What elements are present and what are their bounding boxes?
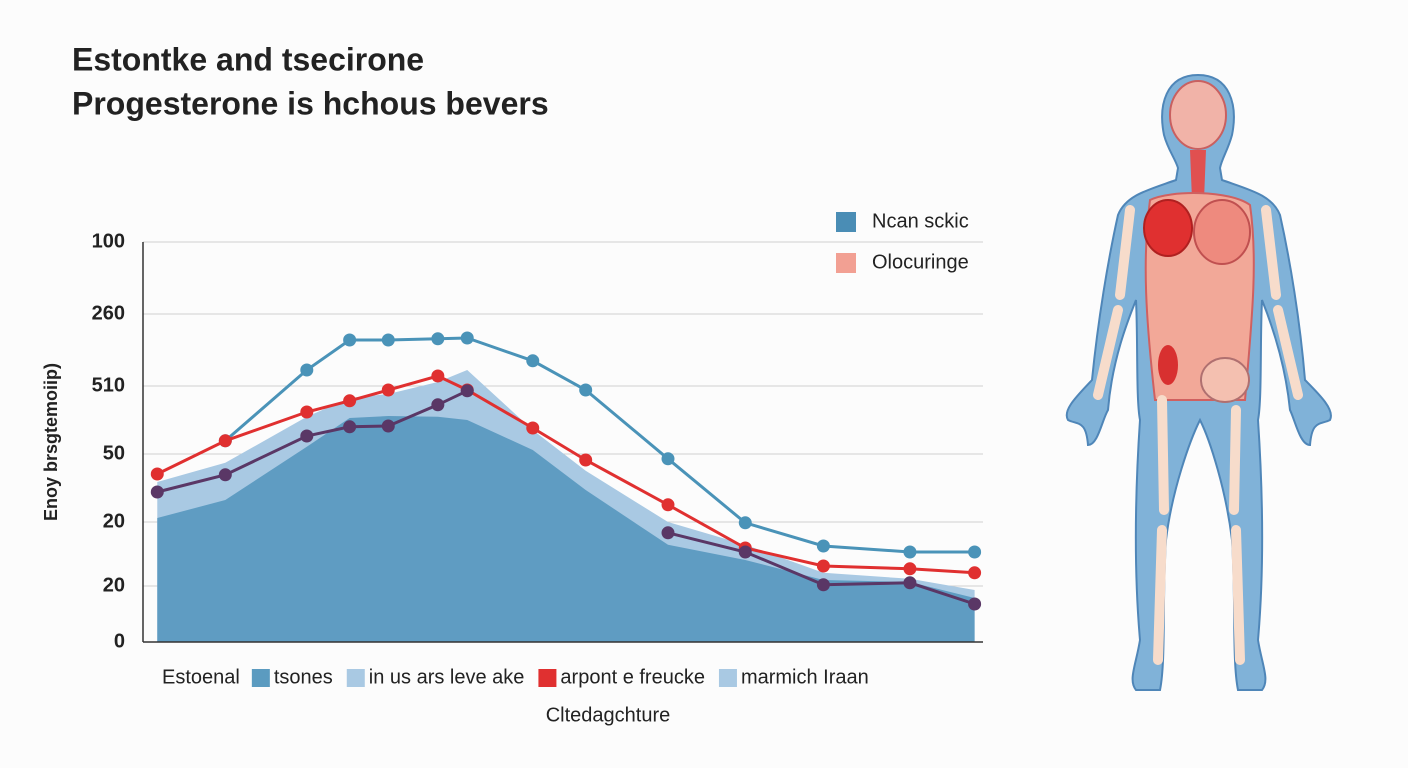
point [968,597,982,611]
point [300,405,314,419]
point [343,394,357,408]
legend-label: arpont e freucke [560,666,705,688]
legend-label: Olocuringe [872,251,969,273]
legend-swatch [718,669,737,687]
point [526,421,540,435]
y-tick-label: 0 [114,630,125,652]
plot-area: 0 20 20 50 510 260 100 Ncan sckic Olocuringe Esto… [92,210,983,688]
legend-label: tsones [274,666,333,688]
y-tick-label: 20 [103,574,125,596]
point [968,566,982,580]
legend-swatch [836,212,856,232]
point [903,562,917,576]
point [661,498,675,512]
point [968,545,982,559]
legend-swatch [538,669,557,687]
point [300,429,314,443]
y-tick-label: 50 [103,442,125,464]
point [579,453,593,467]
legend-swatch [346,669,365,687]
legend-label: marmich Iraan [741,666,869,688]
point [738,516,752,530]
y-tick-label: 260 [92,302,125,324]
point [816,578,830,592]
point [218,434,232,448]
point [661,452,675,466]
point [343,420,357,434]
point [738,545,752,559]
line [156,374,975,575]
point [150,467,164,481]
title-line: Estontke and tsecirone [72,41,424,77]
legend-label: in us ars leve ake [369,666,525,688]
y-tick-label: 20 [103,510,125,532]
title-line: Progesterone is hchous bevers [72,85,549,121]
point [816,559,830,573]
point [460,384,474,398]
point [150,485,164,499]
point [431,332,445,346]
point [381,333,395,347]
point [300,363,314,377]
point [579,383,593,397]
legend-label: Ncan sckic [872,210,969,232]
point [903,545,917,559]
point [526,354,540,368]
area [157,416,975,642]
legend-title: Estoenal [162,666,240,688]
legend-swatch [836,253,856,273]
point [381,419,395,433]
point [431,398,445,412]
y-tick-label: 510 [92,374,125,396]
point [460,331,474,345]
point [381,383,395,397]
point [661,526,675,540]
point [903,576,917,590]
x-axis-label: Cltedagchture [546,704,671,726]
point [343,333,357,347]
y-tick-label: 100 [92,230,125,252]
point [218,468,232,482]
point [816,539,830,553]
y-axis-label: Enoy brsgtemoiip) [41,363,61,521]
point [431,369,445,383]
legend-swatch [251,669,270,687]
body-bones [1093,205,1303,665]
